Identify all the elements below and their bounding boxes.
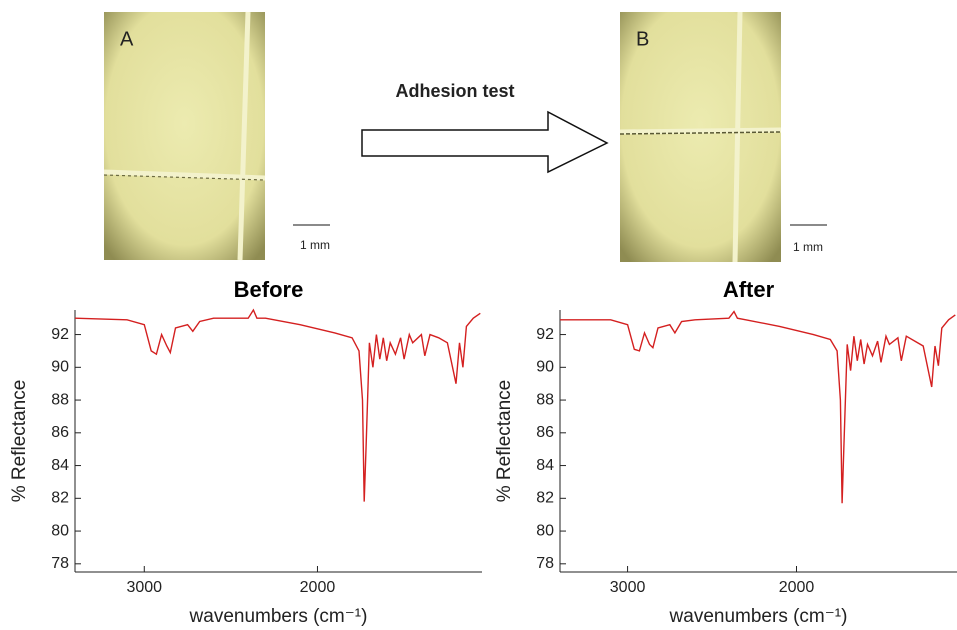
y-axis-label: % Reflectance [494,380,515,503]
y-tick-label: 92 [536,326,554,343]
y-tick-label: 88 [51,391,69,408]
micrograph-b: B 1 mm [619,11,827,263]
x-axis-label: wavenumbers (cm⁻¹) [669,606,848,627]
scale-bar-label: 1 mm [300,238,330,252]
y-tick-label: 78 [51,555,69,572]
y-tick-label: 92 [51,326,69,343]
spectrum-line [560,310,956,504]
micrograph-a: A 1 mm [103,11,330,261]
y-tick-label: 78 [536,555,554,572]
y-axis-label: % Reflectance [9,380,30,503]
chart-title: Before [234,277,304,302]
x-tick-label: 2000 [779,579,815,596]
x-axis-label: wavenumbers (cm⁻¹) [189,606,368,627]
y-tick-label: 88 [536,391,554,408]
spectrum-line [74,308,481,502]
y-tick-label: 84 [536,457,554,474]
y-tick-label: 86 [536,424,554,441]
y-tick-label: 82 [51,490,69,507]
y-tick-label: 84 [51,457,69,474]
y-tick-label: 90 [536,359,554,376]
x-tick-label: 2000 [300,579,336,596]
panel-label: A [120,28,134,50]
y-tick-label: 82 [536,490,554,507]
y-tick-label: 80 [51,522,69,539]
panel-label: B [636,28,649,50]
scale-bar-label: 1 mm [793,240,823,254]
x-tick-label: 3000 [126,579,162,596]
arrow-label: Adhesion test [395,81,514,101]
y-tick-label: 86 [51,424,69,441]
y-tick-label: 80 [536,522,554,539]
y-tick-label: 90 [51,359,69,376]
chart-title: After [723,277,775,302]
arrow [361,110,609,174]
x-tick-label: 3000 [610,579,646,596]
